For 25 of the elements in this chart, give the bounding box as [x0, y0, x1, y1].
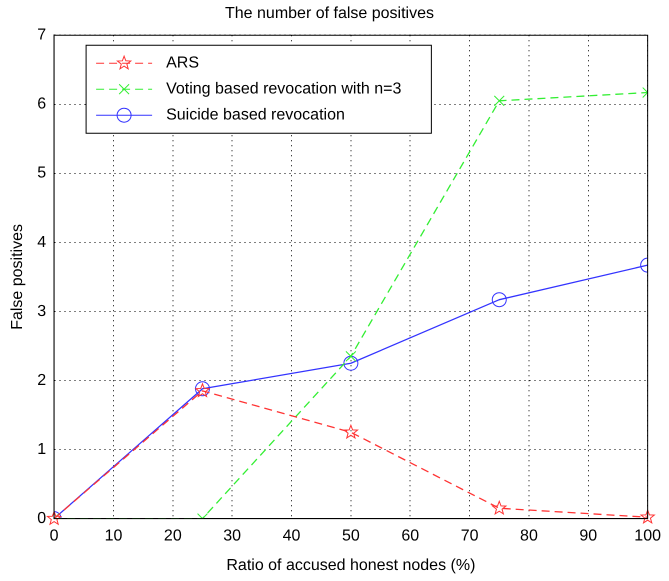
y-tick-label: 7	[37, 26, 46, 44]
legend-label: Suicide based revocation	[166, 106, 345, 124]
legend-label: ARS	[166, 54, 200, 72]
y-tick-label: 4	[37, 234, 46, 251]
x-tick-label: 30	[223, 528, 242, 545]
y-tick-label: 3	[37, 302, 46, 320]
y-tick-label: 5	[37, 164, 46, 182]
legend-label: Voting based revocation with n=3	[166, 80, 402, 98]
x-tick-label: 50	[342, 528, 360, 545]
x-tick-label: 20	[164, 528, 182, 545]
x-tick-label: 60	[401, 528, 420, 545]
x-tick-label: 70	[460, 528, 479, 545]
chart-title: The number of false positives	[225, 5, 434, 22]
x-tick-label: 80	[520, 528, 538, 545]
y-tick-label: 1	[37, 440, 46, 458]
y-axis-title: False positives	[9, 224, 26, 330]
x-tick-label: 0	[50, 528, 59, 545]
x-axis-title: Ratio of accused honest nodes (%)	[226, 556, 476, 574]
x-tick-label: 40	[282, 528, 301, 545]
y-tick-label: 6	[37, 96, 46, 113]
y-tick-label: 2	[37, 372, 46, 389]
x-tick-label: 10	[104, 528, 122, 545]
x-tick-label: 100	[634, 528, 662, 545]
y-tick-label: 0	[37, 510, 46, 528]
x-tick-label: 90	[579, 528, 598, 545]
